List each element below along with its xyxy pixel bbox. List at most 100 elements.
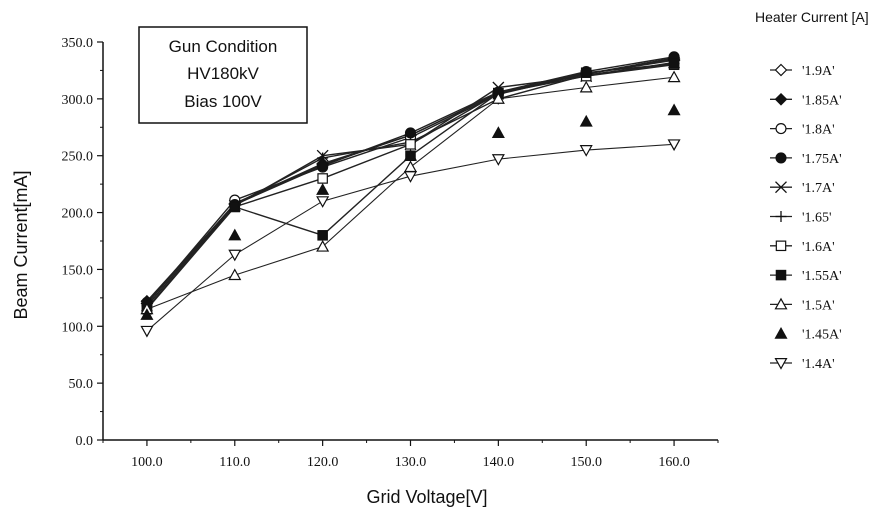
legend-item: '1.8A' — [770, 123, 835, 138]
data-point — [579, 80, 593, 93]
data-point — [775, 269, 787, 281]
legend-item: '1.5A' — [770, 297, 835, 313]
triangle-down-marker — [403, 171, 418, 183]
square-marker — [317, 173, 328, 184]
legend-item: '1.9A' — [770, 63, 835, 79]
data-point — [579, 114, 593, 127]
triangle-up-marker — [491, 126, 505, 138]
y-tick-label: 350.0 — [62, 36, 94, 51]
x-tick-label: 100.0 — [131, 455, 163, 470]
square-marker — [775, 240, 787, 252]
y-tick-label: 150.0 — [62, 263, 94, 278]
triangle-up-marker — [667, 103, 681, 116]
legend-item: '1.4A' — [770, 357, 835, 372]
legend-label: '1.65' — [802, 211, 832, 226]
data-point — [140, 325, 154, 338]
circle-marker — [775, 123, 787, 135]
data-point — [317, 230, 328, 241]
legend-title: Heater Current [A] — [755, 9, 869, 25]
legend-item: '1.7A' — [770, 181, 835, 196]
data-point — [579, 145, 593, 157]
data-point — [316, 239, 330, 252]
triangle-up-marker — [403, 148, 418, 161]
data-point — [774, 358, 788, 370]
legend-item: '1.45A' — [774, 326, 842, 343]
data-point — [775, 181, 787, 194]
y-axis-title: Beam Current[mA] — [11, 170, 31, 319]
legend-label: '1.9A' — [802, 64, 835, 79]
data-point — [775, 240, 787, 252]
square-marker — [668, 58, 680, 69]
data-point — [774, 326, 788, 339]
triangle-up-marker — [491, 92, 505, 104]
triangle-up-marker — [579, 80, 593, 93]
square-marker — [775, 269, 787, 281]
y-tick-label: 250.0 — [62, 150, 94, 165]
triangle-down-marker — [316, 196, 330, 208]
x-tick-label: 110.0 — [219, 455, 250, 470]
x-tick-label: 120.0 — [307, 455, 339, 470]
data-point — [580, 67, 592, 78]
triangle-down-marker — [228, 249, 242, 262]
x-axis-title: Grid Voltage[V] — [366, 487, 487, 507]
data-point — [316, 196, 330, 208]
legend-label: '1.45A' — [802, 328, 842, 343]
legend-label: '1.55A' — [802, 269, 842, 284]
annotation-line-2: HV180kV — [187, 64, 259, 83]
square-marker — [580, 67, 592, 78]
data-point — [667, 139, 681, 152]
triangle-up-marker — [228, 268, 242, 281]
data-point — [403, 160, 418, 173]
axes: 0.0 50.0 100.0 150.0 200.0 250.0 300.0 350.0 100… — [62, 36, 719, 470]
triangle-up-marker — [667, 70, 681, 83]
x-marker-b — [775, 181, 787, 194]
triangle-up-marker — [579, 114, 593, 127]
triangle-down-marker — [667, 139, 681, 152]
legend-item: '1.55A' — [770, 269, 842, 284]
y-tick-label: 200.0 — [62, 207, 94, 222]
data-point — [317, 173, 328, 184]
x-tick-label: 160.0 — [658, 455, 690, 470]
data-point — [316, 183, 330, 195]
data-point — [775, 123, 787, 135]
legend-label: '1.85A' — [802, 93, 842, 108]
data-point — [491, 126, 505, 138]
legend-label: '1.5A' — [802, 298, 835, 313]
data-point — [403, 171, 418, 183]
y-tick-label: 100.0 — [62, 320, 94, 335]
data-point — [774, 297, 788, 310]
x-tick-label: 140.0 — [483, 455, 515, 470]
x-tick-label: 130.0 — [395, 455, 427, 470]
data-point — [774, 63, 788, 77]
legend-item: '1.85A' — [770, 92, 842, 108]
data-point — [775, 211, 787, 222]
circle-marker — [775, 152, 787, 164]
data-point — [404, 127, 417, 139]
legend-label: '1.8A' — [802, 123, 835, 138]
triangle-down-marker — [140, 325, 154, 338]
triangle-up-marker — [316, 239, 330, 252]
y-tick-label: 50.0 — [69, 377, 94, 392]
data-point — [405, 139, 416, 150]
data-point — [317, 152, 329, 164]
triangle-down-marker — [491, 154, 505, 166]
legend-item: '1.65' — [770, 211, 832, 226]
circle-marker — [404, 127, 417, 139]
triangle-up-marker — [774, 326, 788, 339]
y-tick-label: 300.0 — [62, 93, 94, 108]
square-marker — [317, 230, 328, 241]
data-point — [228, 249, 242, 262]
series-markers — [140, 51, 681, 338]
annotation-line-1: Gun Condition — [169, 37, 278, 56]
data-point — [491, 154, 505, 166]
triangle-up-marker — [140, 308, 154, 320]
legend-label: '1.75A' — [802, 152, 842, 167]
data-point — [667, 103, 681, 116]
data-point — [228, 268, 242, 281]
annotation-frame — [138, 26, 308, 124]
y-tick-label: 0.0 — [76, 434, 94, 449]
triangle-up-marker — [403, 160, 418, 173]
legend-item: '1.6A' — [770, 240, 835, 255]
legend-label: '1.4A' — [802, 357, 835, 372]
